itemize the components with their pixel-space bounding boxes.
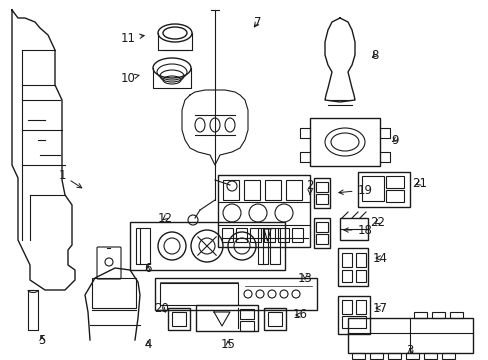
Text: 4: 4 (144, 338, 151, 351)
Text: 20: 20 (154, 302, 169, 315)
Text: 9: 9 (390, 134, 398, 147)
Text: 11: 11 (120, 32, 144, 45)
Text: 10: 10 (121, 72, 139, 85)
Text: 13: 13 (297, 271, 312, 284)
Text: 1: 1 (58, 168, 81, 188)
Text: 8: 8 (370, 49, 378, 62)
Text: 17: 17 (372, 302, 386, 315)
Text: 12: 12 (157, 212, 172, 225)
Text: 2: 2 (305, 179, 313, 194)
Text: 18: 18 (343, 224, 372, 237)
Text: 5: 5 (38, 333, 45, 346)
Text: 15: 15 (220, 338, 235, 351)
Text: 21: 21 (412, 176, 427, 189)
Text: 14: 14 (372, 252, 386, 265)
Text: 7: 7 (254, 15, 261, 28)
Text: 3: 3 (406, 343, 413, 356)
Text: 19: 19 (338, 184, 372, 197)
Text: 22: 22 (370, 216, 385, 229)
Text: 6: 6 (144, 261, 151, 274)
Text: 16: 16 (292, 309, 307, 321)
